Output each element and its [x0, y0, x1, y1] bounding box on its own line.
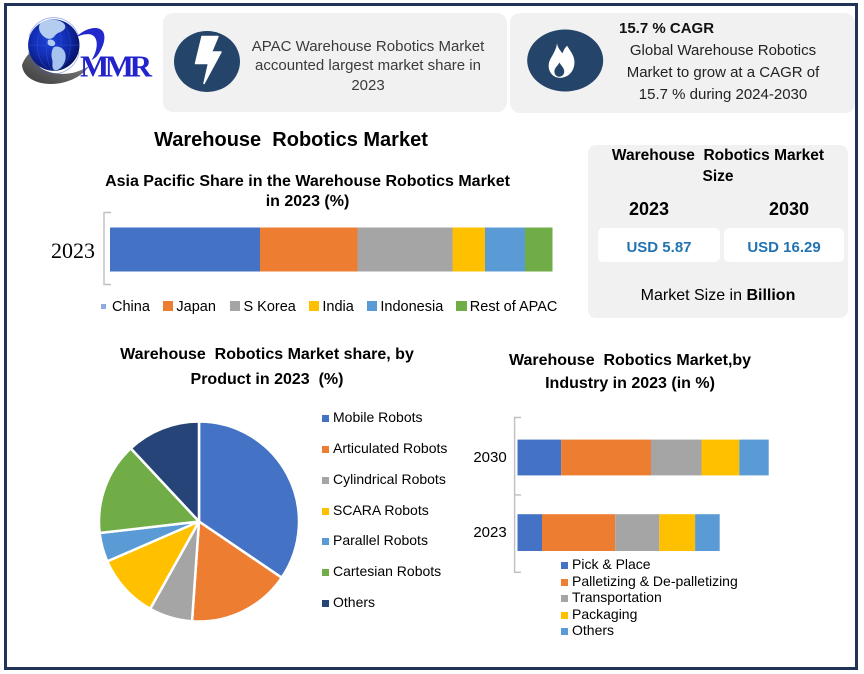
svg-text:MMR: MMR [80, 49, 153, 84]
